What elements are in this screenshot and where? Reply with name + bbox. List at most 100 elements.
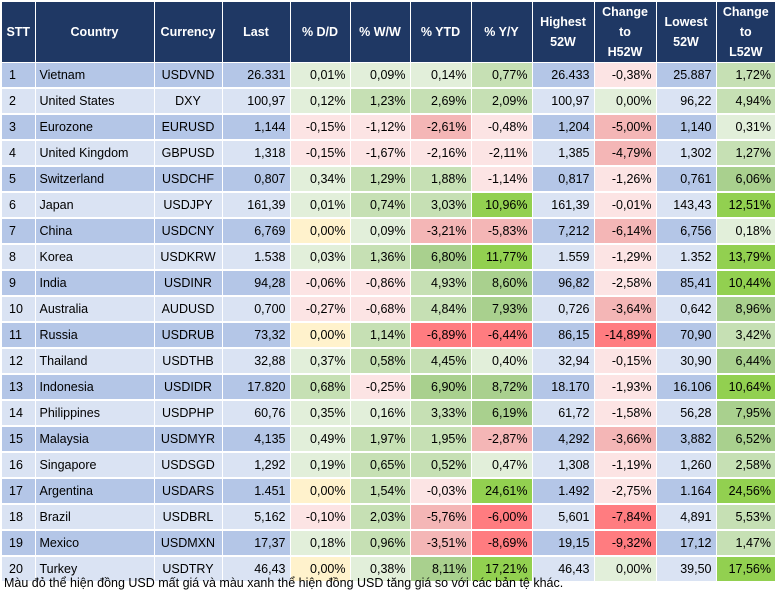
cell-yy: -1,14%: [471, 166, 533, 193]
cell-ww: 0,09%: [350, 218, 411, 245]
cell-highest-52w: 7,212: [532, 218, 595, 245]
cell-stt: 2: [2, 88, 36, 115]
cell-ww: 0,74%: [350, 192, 411, 219]
cell-ww: 0,58%: [350, 348, 411, 375]
table-row[interactable]: 18 Brazil USDBRL 5,162 -0,10% 2,03% -5,76% -6,0…: [2, 504, 775, 531]
cell-currency: GBPUSD: [154, 140, 223, 167]
cell-change-h52w: -2,58%: [594, 270, 657, 297]
cell-highest-52w: 1,204: [532, 114, 595, 141]
cell-highest-52w: 161,39: [532, 192, 595, 219]
col-header-ww[interactable]: % W/W: [350, 2, 411, 63]
cell-lowest-52w: 1,140: [656, 114, 717, 141]
cell-change-l52w: 6,52%: [716, 426, 775, 453]
cell-stt: 14: [2, 400, 36, 427]
cell-currency: USDCNY: [154, 218, 223, 245]
cell-change-l52w: 2,58%: [716, 452, 775, 479]
cell-change-h52w: -3,64%: [594, 296, 657, 323]
cell-change-h52w: -6,14%: [594, 218, 657, 245]
cell-last: 1.451: [222, 478, 291, 505]
table-row[interactable]: 9 India USDINR 94,28 -0,06% -0,86% 4,93% 8,60% 9…: [2, 270, 775, 297]
table-row[interactable]: 19 Mexico USDMXN 17,37 0,18% 0,96% -3,51% -8,69…: [2, 530, 775, 557]
cell-change-l52w: 6,44%: [716, 348, 775, 375]
cell-change-h52w: -0,38%: [594, 62, 657, 89]
table-row[interactable]: 4 United Kingdom GBPUSD 1,318 -0,15% -1,67% -2…: [2, 140, 775, 167]
cell-dd: 0,19%: [290, 452, 351, 479]
cell-yy: 11,77%: [471, 244, 533, 271]
table-row[interactable]: 1 Vietnam USDVND 26.331 0,01% 0,09% 0,14% 0,77%…: [2, 62, 775, 89]
col-header-highest-52w[interactable]: Highest 52W: [532, 2, 595, 63]
cell-highest-52w: 61,72: [532, 400, 595, 427]
cell-change-h52w: -1,58%: [594, 400, 657, 427]
table-row[interactable]: 13 Indonesia USDIDR 17.820 0,68% -0,25% 6,90% 8…: [2, 374, 775, 401]
table-row[interactable]: 5 Switzerland USDCHF 0,807 0,34% 1,29% 1,88% -1…: [2, 166, 775, 193]
cell-stt: 20: [2, 556, 36, 583]
cell-change-h52w: -14,89%: [594, 322, 657, 349]
cell-country: Vietnam: [35, 62, 155, 89]
cell-stt: 18: [2, 504, 36, 531]
cell-highest-52w: 100,97: [532, 88, 595, 115]
header-line: 52W: [550, 35, 576, 49]
cell-change-l52w: 7,95%: [716, 400, 775, 427]
cell-ytd: 0,14%: [410, 62, 472, 89]
col-header-change-l52w[interactable]: Change to L52W: [716, 2, 775, 63]
cell-change-l52w: 10,44%: [716, 270, 775, 297]
cell-yy: 10,96%: [471, 192, 533, 219]
cell-lowest-52w: 56,28: [656, 400, 717, 427]
cell-ww: 1,54%: [350, 478, 411, 505]
cell-highest-52w: 0,726: [532, 296, 595, 323]
table-row[interactable]: 2 United States DXY 100,97 0,12% 1,23% 2,69% 2,…: [2, 88, 775, 115]
col-header-last[interactable]: Last: [222, 2, 291, 63]
table-row[interactable]: 17 Argentina USDARS 1.451 0,00% 1,54% -0,03% 24…: [2, 478, 775, 505]
cell-lowest-52w: 1,302: [656, 140, 717, 167]
cell-yy: 0,40%: [471, 348, 533, 375]
table-row[interactable]: 7 China USDCNY 6,769 0,00% 0,09% -3,21% -5,83% 7…: [2, 218, 775, 245]
cell-change-l52w: 10,64%: [716, 374, 775, 401]
cell-ww: -0,68%: [350, 296, 411, 323]
table-row[interactable]: 16 Singapore USDSGD 1,292 0,19% 0,65% 0,52% 0,4…: [2, 452, 775, 479]
cell-change-l52w: 1,27%: [716, 140, 775, 167]
cell-ytd: 1,88%: [410, 166, 472, 193]
cell-currency: USDCHF: [154, 166, 223, 193]
cell-stt: 17: [2, 478, 36, 505]
col-header-ytd[interactable]: % YTD: [410, 2, 472, 63]
cell-stt: 12: [2, 348, 36, 375]
cell-lowest-52w: 30,90: [656, 348, 717, 375]
col-header-change-h52w[interactable]: Change to H52W: [594, 2, 657, 63]
cell-yy: -8,69%: [471, 530, 533, 557]
col-header-dd[interactable]: % D/D: [290, 2, 351, 63]
col-header-currency[interactable]: Currency: [154, 2, 223, 63]
cell-ytd: 6,80%: [410, 244, 472, 271]
table-body: 1 Vietnam USDVND 26.331 0,01% 0,09% 0,14% 0,77%…: [2, 62, 775, 583]
col-header-country[interactable]: Country: [35, 2, 155, 63]
cell-yy: 8,60%: [471, 270, 533, 297]
cell-last: 32,88: [222, 348, 291, 375]
cell-currency: AUDUSD: [154, 296, 223, 323]
cell-dd: -0,27%: [290, 296, 351, 323]
cell-highest-52w: 86,15: [532, 322, 595, 349]
col-header-yy[interactable]: % Y/Y: [471, 2, 533, 63]
fx-table: STT Country Currency Last % D/D % W/W % …: [2, 2, 775, 583]
table-row[interactable]: 11 Russia USDRUB 73,32 0,00% 1,14% -6,89% -6,44…: [2, 322, 775, 349]
col-header-stt[interactable]: STT: [2, 2, 36, 63]
table-row[interactable]: 6 Japan USDJPY 161,39 0,01% 0,74% 3,03% 10,96% 1…: [2, 192, 775, 219]
cell-dd: 0,18%: [290, 530, 351, 557]
table-row[interactable]: 12 Thailand USDTHB 32,88 0,37% 0,58% 4,45% 0,40…: [2, 348, 775, 375]
cell-ww: 1,36%: [350, 244, 411, 271]
cell-stt: 13: [2, 374, 36, 401]
cell-change-l52w: 1,47%: [716, 530, 775, 557]
table-row[interactable]: 3 Eurozone EURUSD 1,144 -0,15% -1,12% -2,61% -0…: [2, 114, 775, 141]
cell-ytd: -5,76%: [410, 504, 472, 531]
cell-dd: 0,34%: [290, 166, 351, 193]
col-header-lowest-52w[interactable]: Lowest 52W: [656, 2, 717, 63]
table-row[interactable]: 15 Malaysia USDMYR 4,135 0,49% 1,97% 1,95% -2,8…: [2, 426, 775, 453]
cell-ww: -0,86%: [350, 270, 411, 297]
table-row[interactable]: 20 Turkey USDTRY 46,43 0,00% 0,38% 8,11% 17,21%…: [2, 556, 775, 583]
cell-country: Turkey: [35, 556, 155, 583]
table-row[interactable]: 10 Australia AUDUSD 0,700 -0,27% -0,68% 4,84% 7…: [2, 296, 775, 323]
cell-last: 46,43: [222, 556, 291, 583]
table-row[interactable]: 14 Philippines USDPHP 60,76 0,35% 0,16% 3,33% 6…: [2, 400, 775, 427]
table-row[interactable]: 8 Korea USDKRW 1.538 0,03% 1,36% 6,80% 11,77% 1.…: [2, 244, 775, 271]
cell-stt: 19: [2, 530, 36, 557]
cell-ww: -1,12%: [350, 114, 411, 141]
cell-last: 1,144: [222, 114, 291, 141]
